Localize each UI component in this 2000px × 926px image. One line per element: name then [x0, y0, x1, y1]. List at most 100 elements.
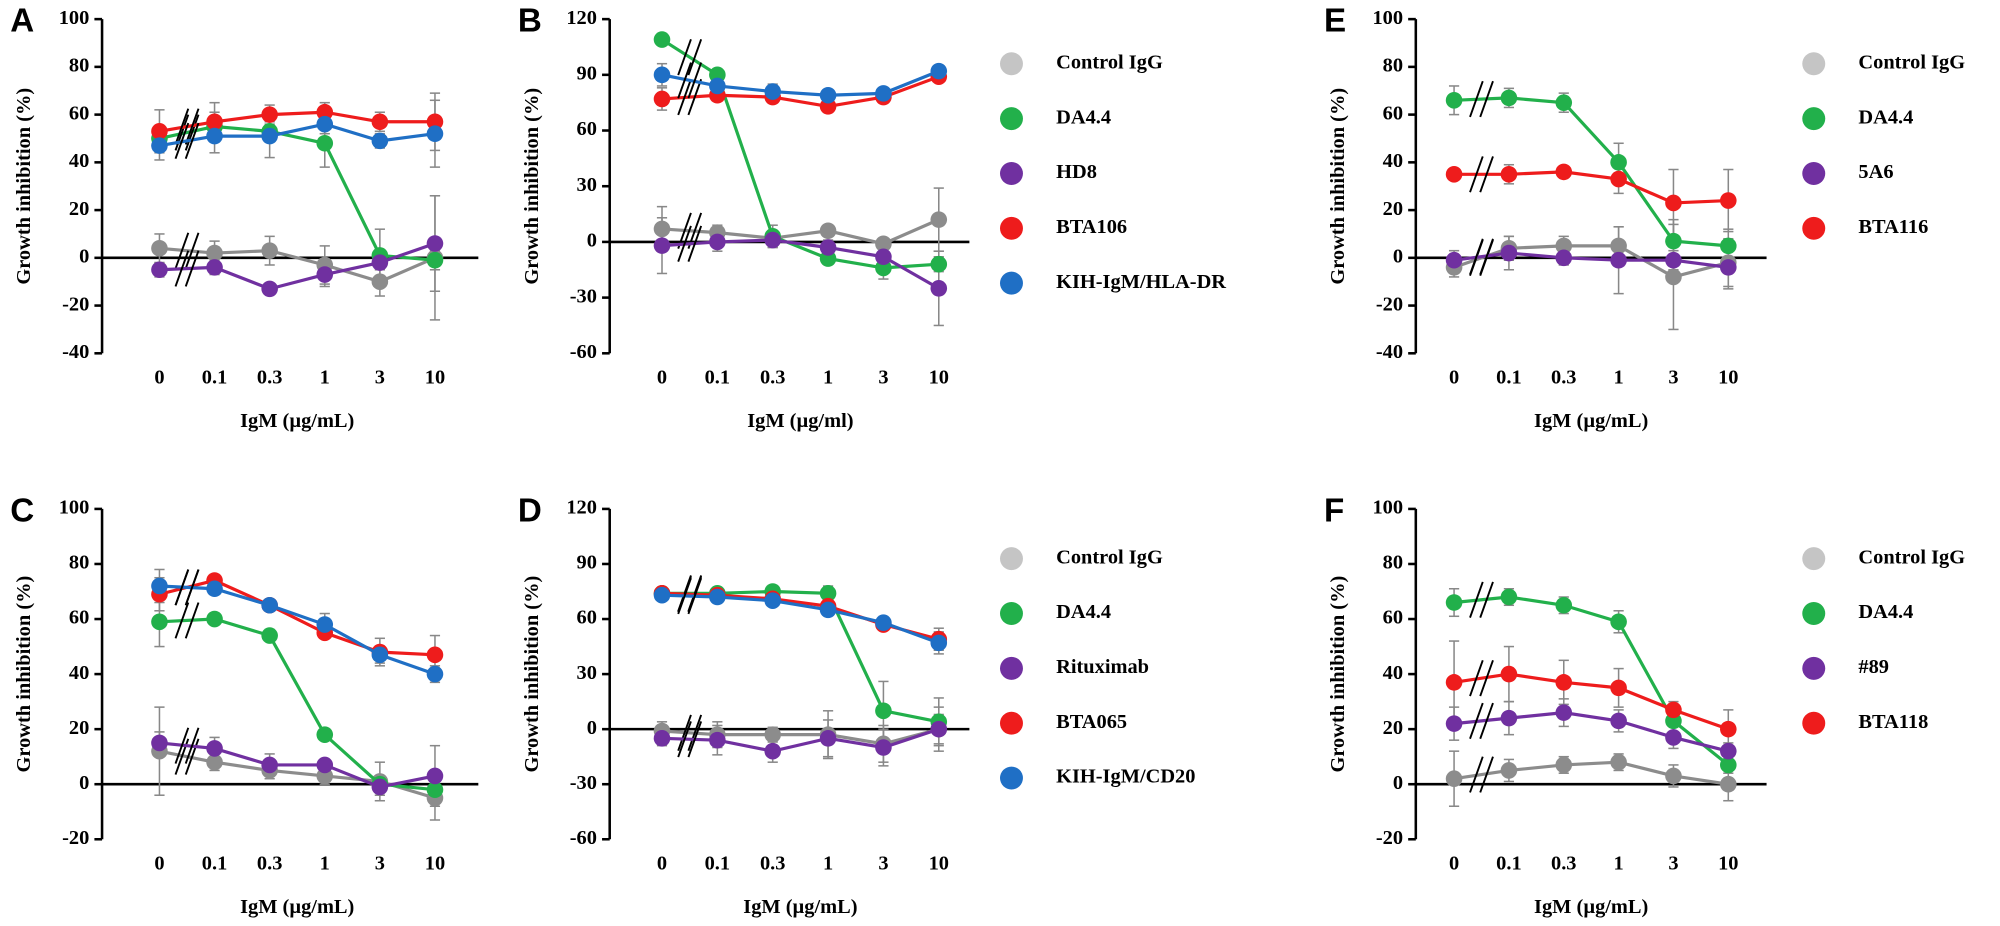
- data-point: [151, 613, 168, 631]
- y-tick-label: -20: [62, 293, 89, 315]
- axis-break: [1469, 581, 1484, 618]
- legend-marker: [1802, 547, 1826, 571]
- axis-break: [174, 250, 190, 287]
- series-line: [159, 584, 436, 676]
- series-line: [661, 727, 940, 753]
- series-line: [159, 246, 436, 284]
- legend-label: DA4.4: [1858, 601, 1913, 623]
- y-tick-label: -20: [62, 827, 89, 849]
- axis-break: [687, 62, 703, 99]
- axis-break: [174, 122, 190, 160]
- legend-label: #89: [1858, 656, 1889, 678]
- axis-break: [687, 78, 703, 116]
- x-axis-label: IgM (µg/ml): [747, 410, 853, 432]
- axis-break: [1469, 702, 1484, 740]
- data-point: [764, 742, 781, 760]
- panel-letter: A: [10, 3, 34, 40]
- y-tick-label: 80: [1383, 552, 1403, 574]
- y-tick-label: -60: [570, 341, 597, 363]
- data-point: [1555, 249, 1573, 267]
- y-tick-label: 120: [566, 497, 597, 519]
- data-point: [1720, 756, 1737, 774]
- series-line: [1453, 595, 1730, 767]
- data-point: [875, 702, 892, 720]
- y-axis-label: Growth inhibition (%): [13, 576, 35, 773]
- axis-break: [184, 232, 200, 269]
- data-point: [709, 588, 726, 606]
- y-tick-label: 60: [1383, 607, 1403, 629]
- axis-break: [174, 569, 190, 606]
- legend-label: KIH-IgM/CD20: [1056, 766, 1195, 788]
- data-point: [930, 280, 948, 297]
- data-point: [426, 781, 444, 799]
- data-point: [1500, 665, 1518, 683]
- data-point: [151, 577, 168, 595]
- data-point: [1610, 753, 1627, 771]
- x-tick-label: 0.3: [257, 852, 283, 874]
- data-point: [261, 127, 278, 145]
- data-point: [151, 239, 168, 257]
- axis-break: [1479, 238, 1494, 275]
- data-point: [1500, 244, 1518, 262]
- y-tick-label: 90: [577, 552, 597, 574]
- axis-break: [687, 39, 703, 76]
- data-point: [1665, 268, 1682, 286]
- x-tick-label: 1: [1614, 852, 1624, 874]
- data-point: [371, 113, 389, 131]
- axis-break: [184, 250, 200, 287]
- legend-marker: [1000, 216, 1023, 240]
- data-point: [206, 753, 223, 771]
- data-point: [875, 235, 892, 253]
- y-tick-label: -20: [1376, 293, 1403, 315]
- data-point: [653, 90, 671, 108]
- legend-label: DA4.4: [1858, 106, 1913, 128]
- legend-marker: [1802, 161, 1826, 185]
- legend-marker: [1802, 656, 1826, 680]
- series-line: [661, 69, 940, 97]
- x-tick-label: 3: [375, 852, 385, 874]
- data-point: [1555, 94, 1573, 111]
- x-tick-label: 1: [823, 367, 833, 389]
- data-point: [1610, 154, 1627, 171]
- x-tick-label: 10: [929, 367, 949, 389]
- data-point: [764, 592, 781, 609]
- data-point: [426, 646, 444, 664]
- legend-label: DA4.4: [1056, 601, 1111, 623]
- data-point: [1720, 742, 1737, 760]
- legend-label: Control IgG: [1056, 51, 1163, 73]
- axis-break: [174, 114, 190, 151]
- y-tick-label: 30: [577, 662, 597, 684]
- series-line: [159, 242, 436, 291]
- data-point: [653, 66, 671, 84]
- series-line: [159, 578, 436, 657]
- axis-break: [677, 714, 692, 751]
- series-line: [1453, 251, 1729, 269]
- data-point: [1665, 232, 1682, 250]
- data-point: [1610, 170, 1627, 188]
- data-point: [371, 254, 389, 271]
- legend-marker: [1802, 107, 1826, 131]
- data-point: [709, 731, 726, 749]
- data-point: [261, 242, 278, 259]
- x-axis-label: IgM (µg/mL): [240, 410, 354, 432]
- x-tick-label: 10: [1718, 367, 1738, 389]
- y-axis-label: Growth inhibition (%): [13, 88, 35, 285]
- data-point: [261, 756, 278, 774]
- data-point: [1555, 163, 1573, 181]
- data-point: [1665, 194, 1682, 212]
- data-point: [1500, 588, 1518, 606]
- data-point: [709, 77, 726, 95]
- data-point: [1445, 674, 1463, 691]
- x-axis-label: IgM (µg/mL): [1534, 896, 1648, 918]
- axis-break: [677, 39, 692, 76]
- axis-break: [1479, 156, 1494, 193]
- data-point: [151, 734, 168, 752]
- data-point: [1665, 767, 1682, 785]
- x-tick-label: 1: [823, 852, 833, 874]
- legend-label: Rituximab: [1056, 656, 1149, 678]
- data-point: [426, 235, 444, 252]
- legend-label: Control IgG: [1858, 546, 1965, 568]
- y-tick-label: 120: [566, 7, 597, 29]
- axis-break: [687, 577, 703, 615]
- data-point: [1555, 756, 1573, 774]
